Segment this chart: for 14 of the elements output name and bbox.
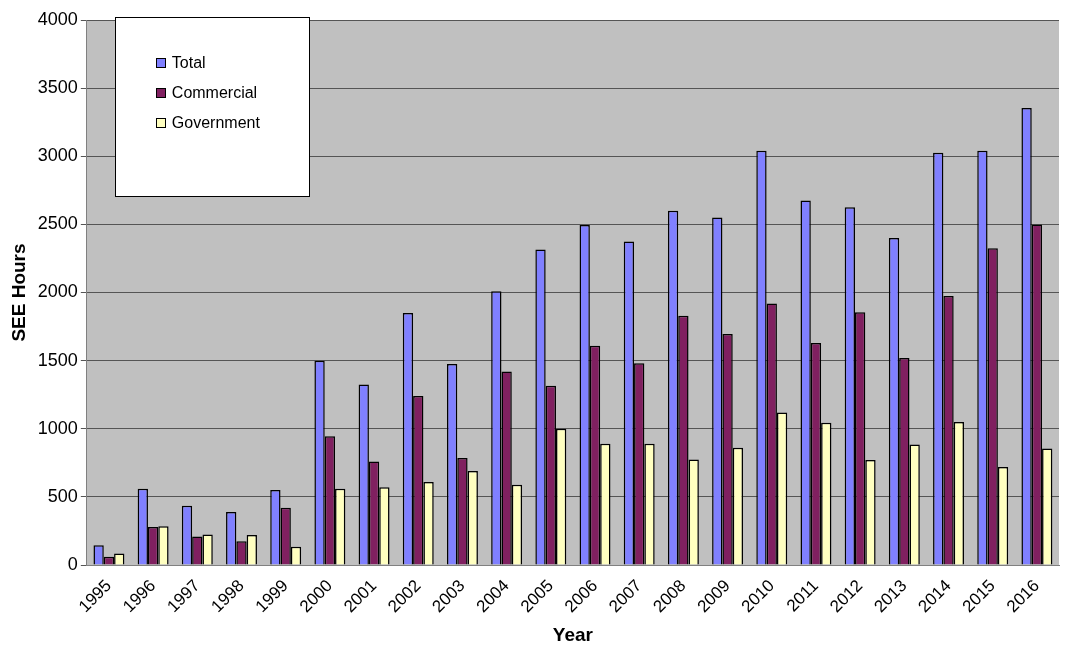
legend-label: Government bbox=[171, 114, 260, 132]
y-tick-label: 3000 bbox=[37, 145, 78, 166]
y-tick-label: 2500 bbox=[37, 213, 78, 234]
x-axis-title: Year bbox=[552, 623, 594, 645]
y-tick-label: 3500 bbox=[37, 77, 78, 98]
y-tick-label: 500 bbox=[47, 485, 78, 506]
legend-label: Commercial bbox=[171, 84, 258, 102]
legend-label: Total bbox=[171, 54, 206, 72]
y-tick-label: 1500 bbox=[37, 349, 78, 370]
y-axis-title: SEE Hours bbox=[7, 243, 29, 342]
y-tick-label: 1000 bbox=[37, 417, 78, 438]
y-tick-label: 0 bbox=[67, 554, 78, 574]
y-tick-label: 4000 bbox=[37, 8, 78, 29]
y-tick-label: 2000 bbox=[37, 281, 78, 302]
